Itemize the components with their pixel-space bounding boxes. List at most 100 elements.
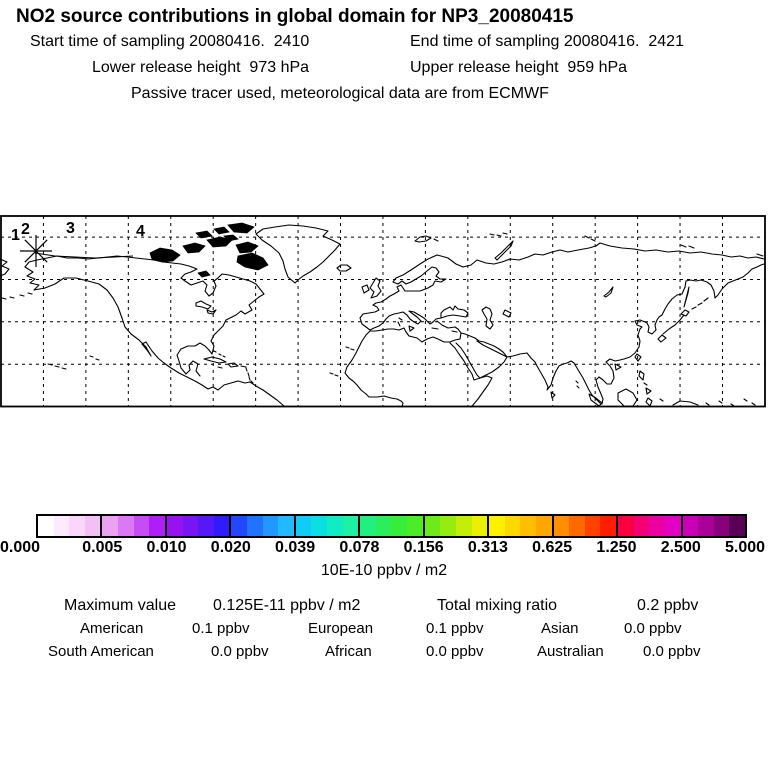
total-mixing-ratio-label: Total mixing ratio <box>437 597 558 614</box>
colorbar-cell <box>360 516 376 536</box>
region-south-american-label: South American <box>48 643 154 660</box>
graticule-grid <box>1 216 765 406</box>
colorbar-segment-8 <box>551 516 617 536</box>
region-australian-label: Australian <box>537 643 604 660</box>
colorbar-segment-10 <box>680 516 745 536</box>
arctic-islands <box>414 232 764 261</box>
maximum-label: Maximum value <box>64 597 177 614</box>
colorbar-cell <box>246 516 263 536</box>
colorbar-cell <box>84 516 101 536</box>
colorbar-cell <box>182 516 199 536</box>
colorbar-tick-1.250: 1.250 <box>596 539 637 556</box>
region-american-value: 0.1 ppbv <box>192 620 250 637</box>
release-marker-icon <box>20 235 52 267</box>
colorbar-tick-0.625: 0.625 <box>532 539 573 556</box>
maritime-se-asia <box>550 370 699 407</box>
sampling-end-text: End time of sampling 20080416. 2421 <box>410 33 684 50</box>
colorbar-cell <box>198 516 214 536</box>
coast-north-america-west <box>24 266 285 407</box>
colorbar-cell <box>569 516 585 536</box>
colorbar-cell <box>504 516 521 536</box>
colorbar-tick-0.039: 0.039 <box>275 539 316 556</box>
colorbar-cell <box>102 516 119 536</box>
colorbar-cell <box>375 516 392 536</box>
colorbar-tick-0.010: 0.010 <box>146 539 187 556</box>
lower-release-text: Lower release height 973 hPa <box>92 59 310 76</box>
colorbar-tick-0.078: 0.078 <box>339 539 380 556</box>
region-american-label: American <box>80 620 144 637</box>
page-title: NO2 source contributions in global domai… <box>16 6 574 27</box>
region-african-label: African <box>325 643 372 660</box>
coast-europe <box>359 254 469 331</box>
upper-release-text: Upper release height 959 hPa <box>410 59 628 76</box>
colorbar-tick-0.156: 0.156 <box>403 539 444 556</box>
japan-and-east-asia-islands <box>614 286 709 371</box>
maximum-value: 0.125E-11 ppbv / m2 <box>213 597 361 614</box>
world-map-svg <box>0 215 766 408</box>
trajectory-label-4: 4 <box>136 223 145 240</box>
colorbar-cell <box>166 516 183 536</box>
coastlines <box>0 224 765 408</box>
colorbar-segment-6 <box>422 516 488 536</box>
colorbar-tick-0.313: 0.313 <box>467 539 508 556</box>
colorbar-cell <box>213 516 230 536</box>
pacific-and-atlantic-islets <box>1 292 756 407</box>
trajectory-label-1: 1 <box>11 227 20 244</box>
colorbar-cell <box>118 516 134 536</box>
colorbar <box>36 514 747 538</box>
colorbar-segment-2 <box>164 516 230 536</box>
colorbar-cell <box>633 516 650 536</box>
total-mixing-ratio-value: 0.2 ppbv <box>637 597 699 614</box>
colorbar-cell <box>278 516 294 536</box>
region-asian-value: 0.0 ppbv <box>624 620 682 637</box>
colorbar-tick-5.000: 5.000 <box>724 539 766 556</box>
region-asian-label: Asian <box>541 620 579 637</box>
colorbar-cell <box>342 516 359 536</box>
colorbar-segment-9 <box>616 516 681 536</box>
mediterranean-islands <box>397 317 458 333</box>
colorbar-cell <box>391 516 408 536</box>
colorbar-segment-7 <box>487 516 552 536</box>
region-european-label: European <box>308 620 374 637</box>
colorbar-cell <box>53 516 70 536</box>
colorbar-segment-0 <box>38 516 101 536</box>
colorbar-cell <box>69 516 85 536</box>
colorbar-segment-4 <box>293 516 359 536</box>
colorbar-cell <box>455 516 472 536</box>
coast-north-america-east <box>24 255 265 377</box>
colorbar-tick-0.005: 0.005 <box>82 539 123 556</box>
coast-south-east-asia <box>476 263 765 405</box>
colorbar-cell <box>262 516 279 536</box>
colorbar-cell <box>618 516 634 536</box>
region-european-value: 0.1 ppbv <box>426 620 484 637</box>
coast-arabia <box>455 332 508 379</box>
colorbar-segment-1 <box>100 516 165 536</box>
colorbar-tick-0.000: 0.000 <box>0 539 41 556</box>
colorbar-segment-3 <box>229 516 294 536</box>
colorbar-cell <box>424 516 441 536</box>
colorbar-cell <box>133 516 150 536</box>
colorbar-cell <box>536 516 552 536</box>
trajectory-label-3: 3 <box>66 220 75 237</box>
colorbar-cell <box>649 516 665 536</box>
colorbar-cell <box>584 516 601 536</box>
colorbar-cell <box>698 516 714 536</box>
region-african-value: 0.0 ppbv <box>426 643 484 660</box>
trajectory-label-2: 2 <box>21 221 30 238</box>
caribbean-islands <box>203 350 254 384</box>
colorbar-unit-label: 10E-10 ppbv / m2 <box>320 562 448 579</box>
colorbar-segment-5 <box>358 516 423 536</box>
colorbar-cell <box>489 516 505 536</box>
colorbar-tick-2.500: 2.500 <box>660 539 701 556</box>
british-isles <box>361 277 382 299</box>
colorbar-cell <box>729 516 745 536</box>
chukotka-left-edge <box>0 258 10 277</box>
colorbar-cell <box>471 516 488 536</box>
colorbar-cell <box>664 516 681 536</box>
colorbar-cell <box>553 516 570 536</box>
colorbar-cell <box>520 516 536 536</box>
colorbar-cell <box>713 516 730 536</box>
sampling-start-text: Start time of sampling 20080416. 2410 <box>30 33 310 50</box>
colorbar-cell <box>440 516 456 536</box>
